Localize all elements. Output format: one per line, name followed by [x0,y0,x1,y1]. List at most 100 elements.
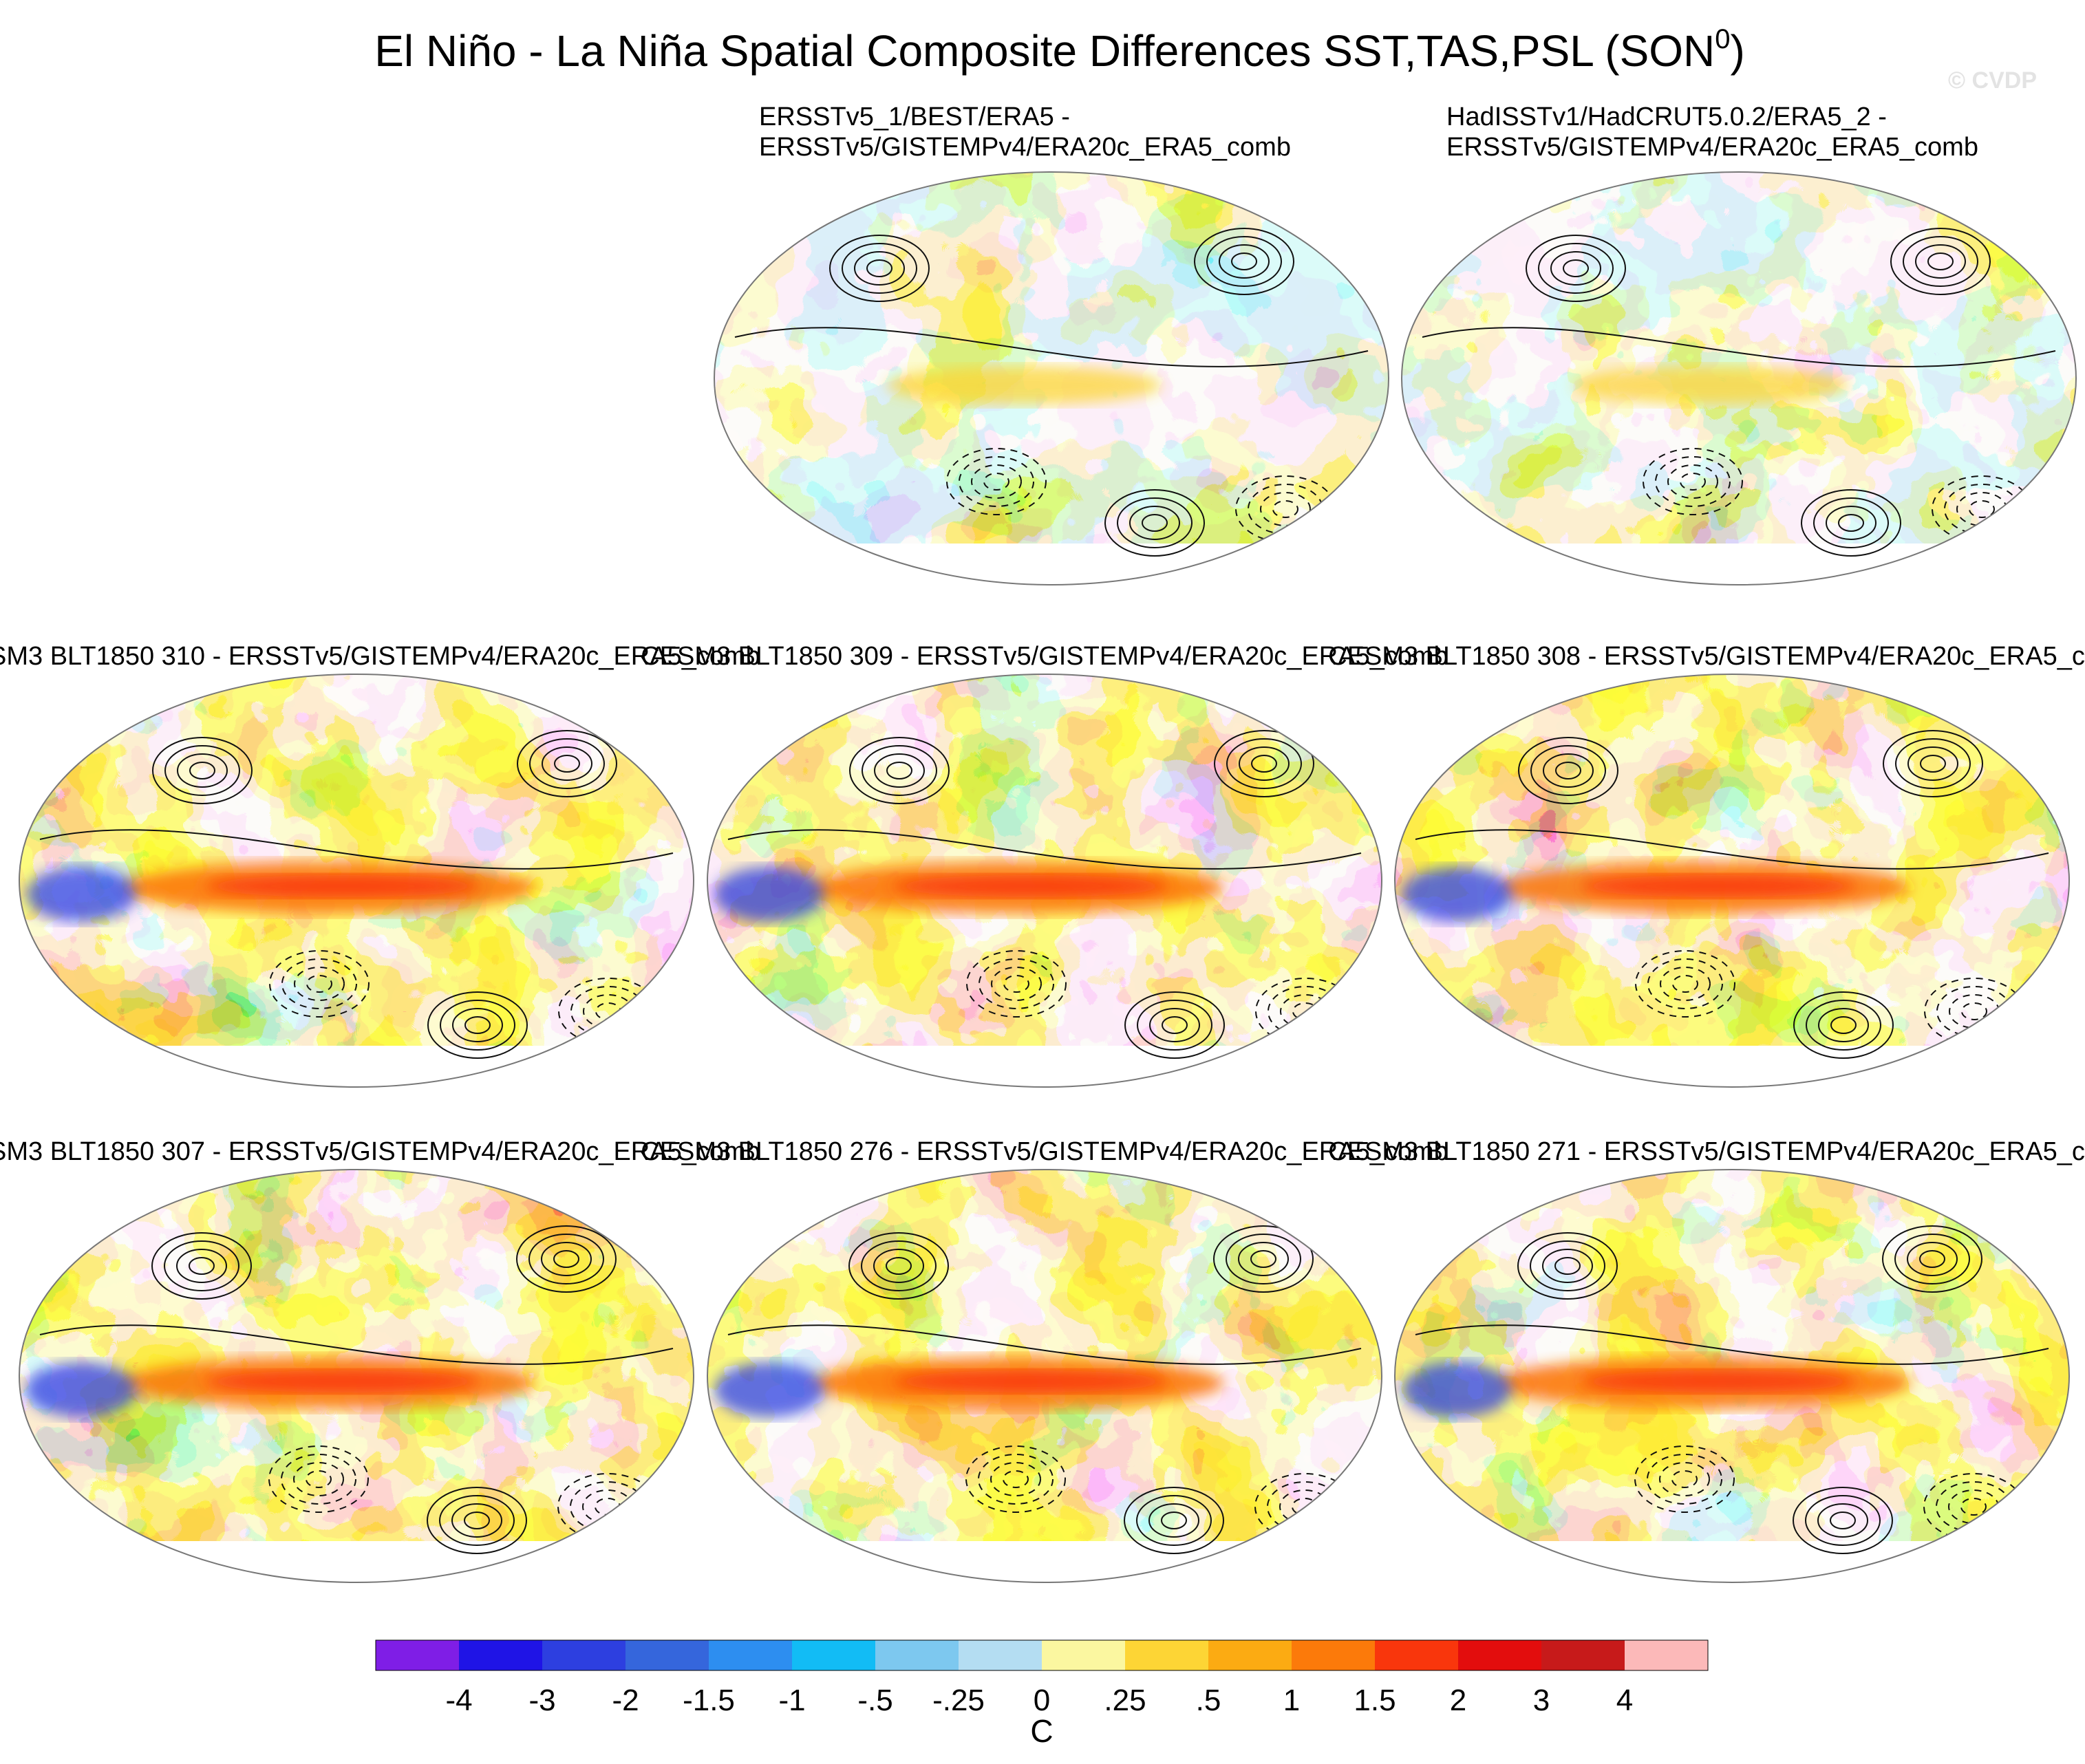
panels: ERSSTv5_1/BEST/ERA5 -ERSSTv5/GISTEMPv4/E… [0,103,2085,1583]
main-title-suffix: ) [1731,26,1745,76]
colorbar-swatch-3 [542,1640,626,1670]
panel-label: CESM3 BLT1850 310 - ERSSTv5/GISTEMPv4/ER… [0,642,760,671]
antarctica [1402,544,2076,585]
map-panel-4: CESM3 BLT1850 309 - ERSSTv5/GISTEMPv4/ER… [641,642,1448,1088]
map-panel-2: HadISSTv1/HadCRUT5.0.2/ERA5_2 -ERSSTv5/G… [1401,103,2077,585]
colorbar-tick-label: 1 [1283,1684,1300,1717]
colorbar-swatch-5 [709,1640,792,1670]
colorbar-tick-label: -1.5 [683,1684,735,1717]
colorbar-tick-label: .5 [1196,1684,1221,1717]
warm-tongue [886,366,1162,405]
map-panel-5: CESM3 BLT1850 308 - ERSSTv5/GISTEMPv4/ER… [1328,642,2085,1088]
colorbar-tick-label: 0 [1034,1684,1050,1717]
colorbar-swatch-12 [1292,1640,1375,1670]
panel-label: CESM3 BLT1850 276 - ERSSTv5/GISTEMPv4/ER… [641,1137,1448,1166]
panel-label: CESM3 BLT1850 308 - ERSSTv5/GISTEMPv4/ER… [1328,642,2085,671]
colorbar-swatch-11 [1208,1640,1292,1670]
antarctica [19,1046,694,1087]
map-outline [19,674,694,1088]
map-field [19,674,694,1087]
map-panel-8: CESM3 BLT1850 271 - ERSSTv5/GISTEMPv4/ER… [1328,1137,2085,1583]
colorbar-tick-label: 3 [1533,1684,1550,1717]
colorbar-tick-label: -2 [612,1684,639,1717]
map-field [19,1170,694,1582]
colorbar-units-label: C [1030,1713,1053,1749]
colorbar-swatch-8 [959,1640,1042,1670]
map-panel-6: CESM3 BLT1850 307 - ERSSTv5/GISTEMPv4/ER… [0,1137,760,1583]
colorbar-tick-label: -3 [528,1684,555,1717]
antarctica [19,1541,694,1582]
antarctica [707,1046,1382,1087]
panel-label-line1: ERSSTv5_1/BEST/ERA5 - [759,103,1070,131]
main-title-text: El Niño - La Niña Spatial Composite Diff… [374,26,1715,76]
panel-label: CESM3 BLT1850 307 - ERSSTv5/GISTEMPv4/ER… [0,1137,760,1166]
colorbar-swatch-13 [1375,1640,1458,1670]
panel-label: CESM3 BLT1850 309 - ERSSTv5/GISTEMPv4/ER… [641,642,1448,671]
cool-pool-indian [26,1362,136,1417]
warm-tongue-core [893,875,1168,897]
colorbar-tick-label: 1.5 [1354,1684,1396,1717]
antarctica [1395,1541,2069,1582]
colorbar-swatch-15 [1541,1640,1625,1670]
cool-pool-indian [714,867,824,922]
warm-tongue-core [1581,875,1856,897]
colorbar-tick-label: -4 [445,1684,472,1717]
colorbar-swatch-16 [1625,1640,1708,1670]
map-field [714,172,1389,585]
map-field [1395,1170,2069,1582]
colorbar-swatch-14 [1458,1640,1541,1670]
psl-contours [727,1225,1362,1554]
colorbar-swatch-9 [1042,1640,1125,1670]
panel-label-line1: HadISSTv1/HadCRUT5.0.2/ERA5_2 - [1446,103,1887,131]
map-field [1395,674,2069,1087]
colorbar-swatch-4 [626,1640,709,1670]
map-outline [1394,674,2070,1088]
colorbar-swatch-1 [376,1640,459,1670]
main-title-superscript: 0 [1715,24,1730,54]
colorbar-tick-label: -1 [778,1684,805,1717]
map-outline [19,1169,694,1583]
cool-pool-indian [1402,1362,1512,1417]
panel-label: CESM3 BLT1850 271 - ERSSTv5/GISTEMPv4/ER… [1328,1137,2085,1166]
map-panel-7: CESM3 BLT1850 276 - ERSSTv5/GISTEMPv4/ER… [641,1137,1448,1583]
antarctica [1395,1046,2069,1087]
colorbar-tick-label: 2 [1450,1684,1466,1717]
map-panel-3: CESM3 BLT1850 310 - ERSSTv5/GISTEMPv4/ER… [0,642,760,1088]
map-panel-1: ERSSTv5_1/BEST/ERA5 -ERSSTv5/GISTEMPv4/E… [714,103,1389,585]
map-outline [1394,1169,2070,1583]
cool-pool-indian [1402,867,1512,922]
psl-contours [1415,730,2049,1059]
colorbar-tick-label: .25 [1104,1684,1146,1717]
warm-tongue-core [205,1370,480,1392]
colorbar-swatch-7 [875,1640,959,1670]
colorbar-frame [375,1639,1709,1671]
colorbar-swatch-2 [459,1640,542,1670]
colorbar-swatch-6 [792,1640,875,1670]
watermark: © CVDP [1948,67,2037,94]
warm-tongue-core [205,875,480,897]
warm-tongue-core [1581,1370,1856,1392]
warm-tongue-core [893,1370,1168,1392]
map-field [707,674,1382,1087]
panel-label-line2: ERSSTv5/GISTEMPv4/ERA20c_ERA5_comb [759,133,1291,162]
cool-pool-indian [26,867,136,922]
map-field [707,1170,1382,1582]
colorbar-swatch-10 [1125,1640,1208,1670]
map-outline [707,674,1382,1088]
map-outline [1401,171,2077,585]
antarctica [707,1541,1382,1582]
map-field [1402,172,2076,585]
main-title: El Niño - La Niña Spatial Composite Diff… [374,24,1745,76]
antarctica [714,544,1389,585]
colorbar-tick-label: -.25 [932,1684,985,1717]
map-outline [714,171,1389,585]
panel-label-line2: ERSSTv5/GISTEMPv4/ERA20c_ERA5_comb [1446,133,1978,162]
map-outline [707,1169,1382,1583]
cool-pool-indian [714,1362,824,1417]
psl-contours [727,730,1362,1059]
warm-tongue [1574,366,1849,405]
colorbar-tick-label: -.5 [857,1684,892,1717]
colorbar-tick-label: 4 [1616,1684,1633,1717]
colorbar: -4 -3 -2 -1.5 -1 -.5 -.25 0 .25 .5 1 1.5 2 3 4 [375,1639,1709,1717]
